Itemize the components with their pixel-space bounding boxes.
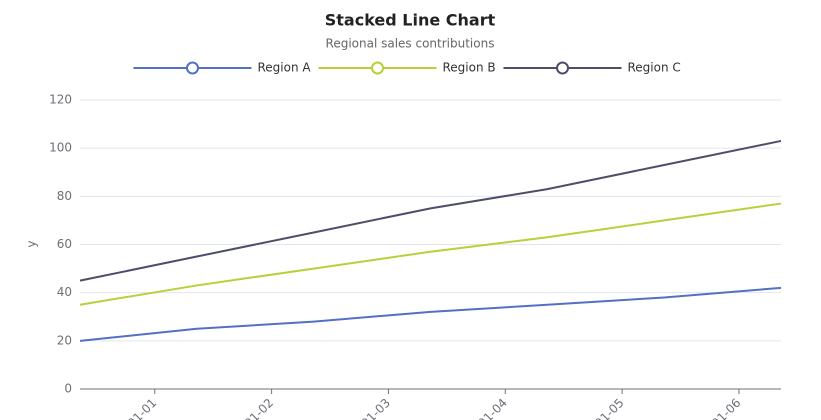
chart-title: Stacked Line Chart [325, 11, 496, 30]
series-line [79, 139, 782, 282]
legend-item: Region C [503, 61, 681, 75]
legend-marker [371, 61, 384, 75]
x-tick-label: 01-06 [709, 396, 744, 420]
legend-item: Region A [133, 61, 312, 75]
legend-marker [556, 61, 569, 75]
series-line [79, 202, 782, 306]
x-tick-label: 01-01 [125, 396, 160, 420]
legend-label: Region B [443, 61, 496, 75]
y-tick-label: 60 [57, 237, 72, 251]
y-tick-label: 0 [64, 382, 72, 396]
x-tick-label: 01-02 [242, 396, 277, 420]
x-tick-label: 01-05 [592, 396, 627, 420]
y-tick-label: 20 [57, 333, 72, 347]
y-tick-label: 80 [57, 189, 72, 203]
legend-marker [186, 61, 199, 75]
series-line [79, 286, 782, 342]
chart-subtitle: Regional sales contributions [326, 37, 495, 51]
x-tick-label: 01-03 [358, 396, 393, 420]
legend-label: Region A [258, 61, 312, 75]
legend-label: Region C [628, 61, 681, 75]
y-axis-label: y [25, 240, 39, 247]
y-tick-label: 120 [49, 93, 72, 107]
x-tick-label: 01-04 [475, 396, 510, 420]
legend-item: Region B [318, 61, 496, 75]
y-tick-label: 40 [57, 285, 72, 299]
y-tick-label: 100 [49, 141, 72, 155]
